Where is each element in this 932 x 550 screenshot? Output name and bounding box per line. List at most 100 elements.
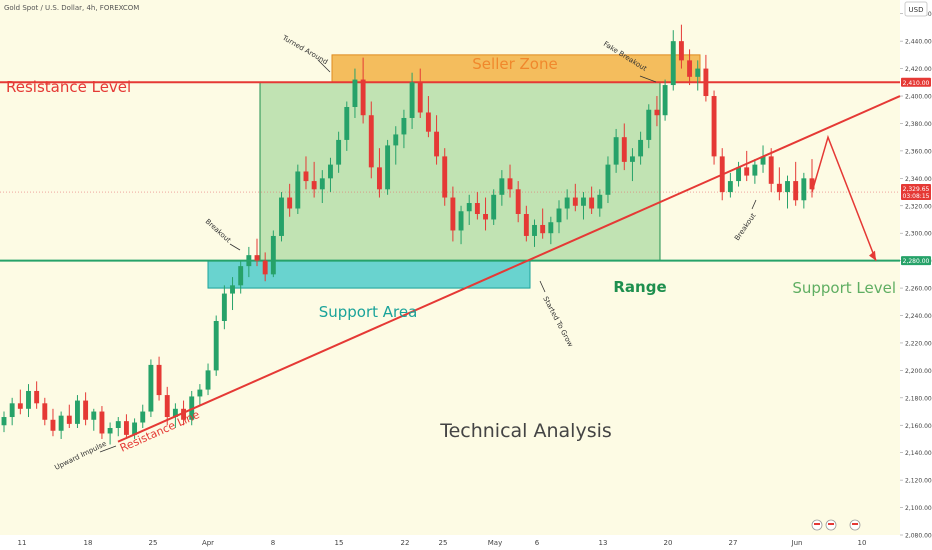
candle-body	[336, 139, 342, 165]
candle-body	[156, 364, 162, 396]
candle-body	[711, 96, 717, 157]
candle-body	[376, 167, 382, 190]
candle-body	[581, 197, 586, 206]
y-tick-label: 2,300.00	[905, 231, 932, 238]
y-tick-label: 2,100.00	[905, 505, 932, 512]
candle-body	[605, 164, 611, 195]
x-tick-label: 15	[335, 539, 344, 547]
annotation-arrow	[639, 75, 657, 83]
candle-body	[409, 82, 415, 118]
y-tick-label: 2,160.00	[905, 423, 932, 430]
candle-body	[213, 321, 219, 371]
candle-body	[279, 197, 284, 236]
x-tick-label: Apr	[202, 539, 214, 547]
candle-body	[589, 197, 595, 209]
candle-body	[148, 364, 154, 412]
candle-body	[678, 41, 684, 61]
y-tick-label: 2,120.00	[905, 478, 932, 485]
range-label: Range	[613, 278, 666, 296]
candle-body	[466, 203, 472, 212]
zone-support-area	[207, 260, 531, 289]
candle-body	[499, 178, 505, 195]
candle-body	[548, 222, 554, 234]
symbol-title: Gold Spot / U.S. Dollar, 4h, FOREXCOM	[4, 4, 139, 12]
x-tick-label: Jun	[791, 539, 803, 547]
candle-body	[515, 189, 521, 214]
y-tick-label: 2,220.00	[905, 340, 932, 347]
candle-body	[736, 167, 741, 182]
zones-layer	[207, 54, 701, 289]
y-tick-label: 2,380.00	[905, 121, 932, 128]
candle-body	[760, 156, 766, 165]
x-tick-label: 25	[439, 539, 448, 547]
candle-body	[809, 178, 815, 190]
y-tick-label: 2,400.00	[905, 94, 932, 101]
candle-body	[532, 224, 537, 236]
candle-body	[442, 156, 448, 198]
x-tick-label: 18	[84, 539, 93, 547]
candle-body	[91, 411, 97, 420]
y-tick-label: 2,340.00	[905, 176, 932, 183]
price-badge-countdown: 03:08:15	[903, 193, 930, 200]
candle-body	[75, 400, 80, 424]
candle-body	[401, 117, 407, 135]
candle-body	[181, 408, 187, 420]
candle-body	[1, 417, 7, 426]
x-tick-label: 13	[599, 539, 608, 547]
y-tick-label: 2,180.00	[905, 395, 932, 402]
x-tick-label: 11	[18, 539, 27, 547]
candle-body	[752, 164, 758, 176]
candle-body	[368, 115, 374, 168]
candle-body	[785, 181, 790, 193]
candle-body	[50, 419, 56, 431]
price-axis-background	[900, 0, 932, 550]
candle-body	[66, 415, 72, 424]
candle-body	[9, 403, 15, 418]
candle-body	[572, 197, 578, 206]
candle-body	[319, 178, 325, 190]
candle-body	[172, 408, 178, 418]
candle-body	[107, 428, 113, 434]
candle-body	[344, 107, 350, 140]
support-area-label: Support Area	[319, 303, 418, 321]
candle-body	[140, 411, 146, 423]
event-marker-flag-icon	[828, 523, 834, 525]
candle-body	[17, 403, 23, 409]
candle-body	[801, 178, 807, 201]
candle-body	[662, 85, 668, 116]
candle-body	[393, 134, 399, 146]
candle-body	[311, 181, 317, 190]
price-badge-label: 2,410.00	[903, 80, 930, 87]
candle-body	[450, 197, 456, 231]
candle-body	[556, 208, 562, 223]
candle-body	[123, 421, 129, 435]
x-tick-label: 8	[271, 539, 275, 547]
candle-body	[205, 370, 211, 390]
annotation-arrow	[751, 199, 757, 210]
candle-body	[34, 390, 40, 404]
seller-zone-label: Seller Zone	[472, 55, 557, 73]
candle-body	[654, 109, 660, 116]
candle-body	[597, 194, 603, 209]
support-level-label: Support Level	[792, 279, 896, 297]
candle-body	[238, 266, 244, 286]
candle-body	[474, 203, 480, 214]
y-tick-label: 2,240.00	[905, 313, 932, 320]
candle-body	[254, 255, 260, 261]
candle-body	[638, 139, 644, 157]
y-tick-label: 2,420.00	[905, 66, 932, 73]
price-badge-box	[901, 77, 931, 87]
currency-badge-box[interactable]	[904, 1, 928, 17]
candle-body	[540, 224, 546, 234]
candle-body	[26, 390, 31, 409]
levels-layer	[0, 81, 900, 262]
y-tick-label: 2,080.00	[905, 533, 932, 540]
candle-body	[270, 235, 276, 275]
x-tick-label: May	[488, 539, 502, 547]
candle-body	[328, 164, 333, 179]
x-tick-label: 27	[729, 539, 738, 547]
projection-path	[811, 134, 877, 261]
candle-body	[83, 400, 89, 420]
